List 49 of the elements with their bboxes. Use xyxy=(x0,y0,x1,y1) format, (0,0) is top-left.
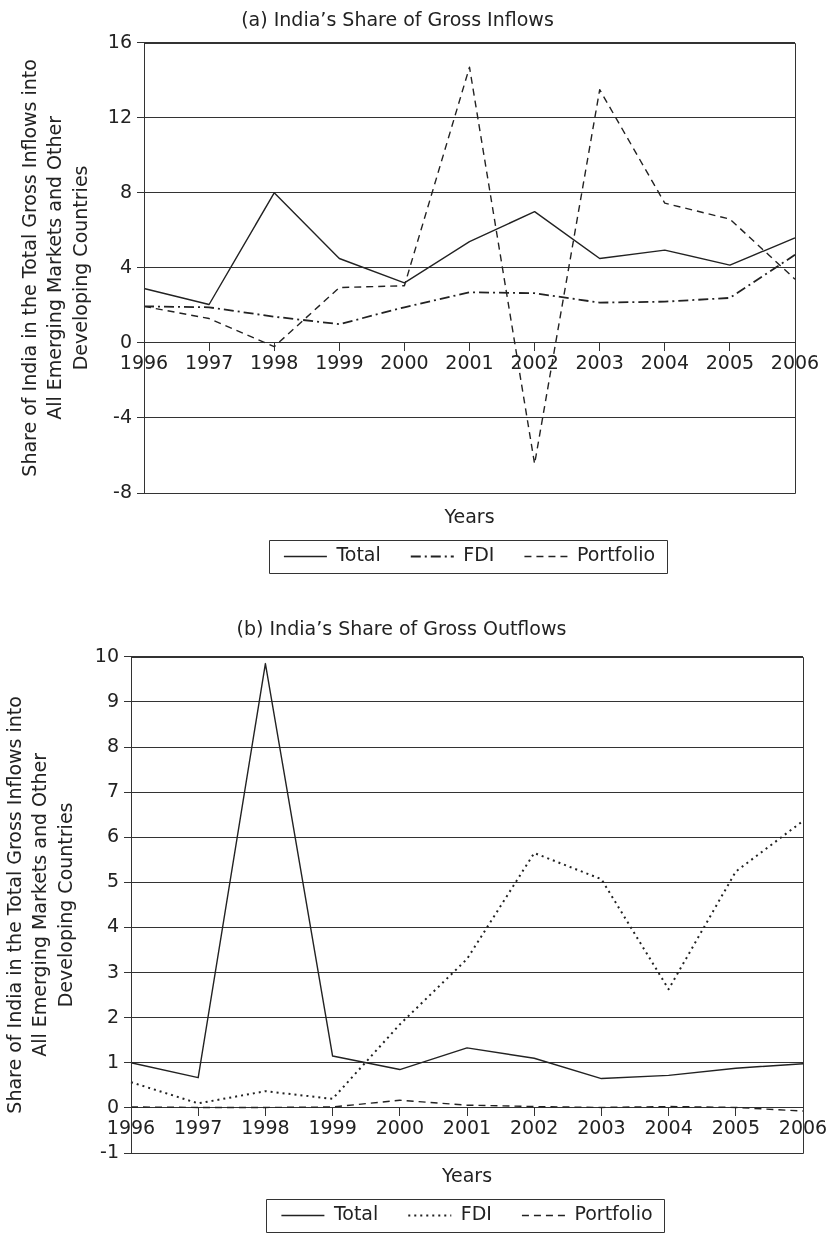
y-tick-label: 1 xyxy=(106,1049,119,1072)
x-tick-label: 2005 xyxy=(711,1116,760,1139)
legend-label: FDI xyxy=(463,543,495,566)
x-tick-label: 2003 xyxy=(575,351,624,374)
line-series xyxy=(130,1099,804,1112)
x-tick-label: 2002 xyxy=(510,1116,559,1139)
y-tick-label: 3 xyxy=(106,959,119,982)
y-tick-label: 10 xyxy=(94,643,119,666)
y-tick-label: 0 xyxy=(119,329,132,352)
x-tick-label: 1998 xyxy=(250,351,299,374)
y-tick-label: 4 xyxy=(106,914,119,937)
legend-label: Total xyxy=(335,543,381,566)
x-tick-label: 1997 xyxy=(184,351,234,374)
chart-title: (a) India’s Share of Gross Inflows xyxy=(241,8,554,31)
y-tick-label: 9 xyxy=(106,688,119,711)
y-tick-label: 4 xyxy=(119,254,132,277)
x-tick-label: 1999 xyxy=(308,1116,357,1139)
x-tick-label: 2000 xyxy=(375,1116,424,1139)
y-axis-title: Share of India in the Total Gross Inflows into All Emerging Markets and Other Developing Countries xyxy=(2,696,77,1114)
legend-label: Portfolio xyxy=(576,543,656,566)
y-tick-label: 6 xyxy=(106,824,119,847)
x-axis-title: Years xyxy=(443,504,495,527)
x-axis-title: Years xyxy=(440,1163,493,1186)
x-tick-label: 2001 xyxy=(442,1116,492,1139)
y-tick-label: 0 xyxy=(106,1094,119,1117)
y-tick-label: 8 xyxy=(119,179,132,202)
y-tick-label: -4 xyxy=(113,404,132,427)
y-tick-label: 2 xyxy=(106,1004,119,1027)
x-tick-label: 2003 xyxy=(577,1116,626,1139)
x-tick-label: 1997 xyxy=(174,1116,223,1139)
x-tick-label: 2005 xyxy=(705,351,755,374)
y-tick-label: 16 xyxy=(107,29,132,52)
x-tick-label: 2004 xyxy=(644,1116,693,1139)
legend-label: Total xyxy=(332,1202,379,1225)
y-tick-label: -8 xyxy=(113,479,132,502)
legend-label: FDI xyxy=(460,1202,492,1225)
y-tick-label: 7 xyxy=(106,779,119,802)
y-tick-label: 8 xyxy=(106,733,119,756)
legend-label: Portfolio xyxy=(574,1202,653,1225)
x-tick-label: 1998 xyxy=(241,1116,290,1139)
y-axis-title: Share of India in the Total Gross Inflows into All Emerging Markets and Other Developing Countries xyxy=(17,59,92,477)
y-tick-label: 12 xyxy=(107,104,132,127)
x-tick-label: 2000 xyxy=(380,351,429,374)
y-tick-label: -1 xyxy=(100,1139,119,1162)
x-tick-label: 2004 xyxy=(640,351,689,374)
y-tick-label: 5 xyxy=(106,869,119,892)
chart-title: (b) India’s Share of Gross Outflows xyxy=(236,617,567,640)
x-tick-label: 1999 xyxy=(315,351,364,374)
x-tick-label: 2001 xyxy=(445,351,494,374)
